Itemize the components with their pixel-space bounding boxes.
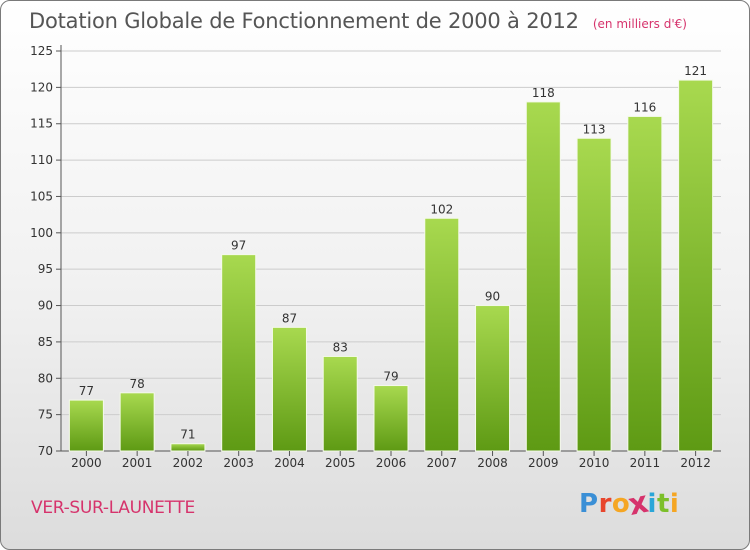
x-tick-label-2010: 2010: [579, 456, 610, 470]
data-label-2008: 90: [485, 290, 500, 304]
bar-2001: [119, 392, 155, 452]
x-tick-label-2006: 2006: [376, 456, 407, 470]
commune-name: VER-SUR-LAUNETTE: [31, 498, 195, 518]
data-label-2012: 121: [684, 64, 707, 78]
y-tick-label: 80: [38, 371, 53, 385]
x-tick-label-2012: 2012: [680, 456, 711, 470]
y-tick-label: 75: [38, 408, 53, 422]
chart-unit-note: (en milliers d'€): [592, 17, 687, 31]
data-label-2002: 71: [180, 428, 195, 442]
x-tick-label-2004: 2004: [274, 456, 305, 470]
bar-2012: [678, 79, 714, 452]
bar-2008: [475, 305, 511, 452]
x-tick-label-2005: 2005: [325, 456, 356, 470]
x-tick-label-2000: 2000: [71, 456, 102, 470]
y-tick-label: 90: [38, 299, 53, 313]
y-tick-label: 115: [30, 117, 53, 131]
data-label-2010: 113: [583, 122, 606, 136]
bar-2011: [627, 115, 663, 452]
y-tick-label: 70: [38, 444, 53, 458]
logo-letter: r: [598, 489, 612, 519]
x-tick-label-2011: 2011: [630, 456, 661, 470]
x-tick-label-2002: 2002: [173, 456, 204, 470]
proxiti-logo: Proxiti: [579, 485, 680, 523]
bar-2000: [68, 399, 104, 452]
y-tick-label: 125: [30, 44, 53, 58]
logo-letter: i: [669, 489, 680, 519]
bar-2010: [576, 137, 612, 452]
y-tick-label: 120: [30, 80, 53, 94]
data-label-2000: 77: [79, 384, 94, 398]
data-label-2009: 118: [532, 86, 555, 100]
x-tick-label-2008: 2008: [477, 456, 508, 470]
x-tick-label-2003: 2003: [223, 456, 254, 470]
data-label-2006: 79: [383, 370, 398, 384]
bar-2007: [424, 217, 460, 452]
y-tick-label: 85: [38, 335, 53, 349]
bar-2006: [373, 385, 409, 452]
data-label-2005: 83: [333, 340, 348, 354]
bar-2004: [271, 326, 307, 452]
x-tick-label-2009: 2009: [528, 456, 559, 470]
y-tick-label: 105: [30, 189, 53, 203]
y-tick-label: 95: [38, 262, 53, 276]
logo-letter: o: [611, 489, 631, 519]
logo-letter: i: [647, 489, 657, 519]
bar-2005: [322, 355, 358, 452]
chart-title: Dotation Globale de Fonctionnement de 20…: [29, 9, 687, 33]
y-tick-label: 110: [30, 153, 53, 167]
data-label-2004: 87: [282, 311, 297, 325]
data-label-2011: 116: [633, 100, 656, 114]
logo-letter: t: [656, 489, 670, 519]
x-tick-label-2007: 2007: [426, 456, 457, 470]
y-tick-label: 100: [30, 226, 53, 240]
bar-2002: [170, 443, 206, 452]
x-tick-label-2001: 2001: [122, 456, 153, 470]
data-label-2003: 97: [231, 239, 246, 253]
data-label-2001: 78: [130, 377, 145, 391]
chart-title-text: Dotation Globale de Fonctionnement de 20…: [29, 9, 579, 33]
bar-2003: [221, 254, 257, 452]
data-label-2007: 102: [430, 202, 453, 216]
logo-letter: P: [579, 489, 599, 519]
bar-2009: [525, 101, 561, 452]
